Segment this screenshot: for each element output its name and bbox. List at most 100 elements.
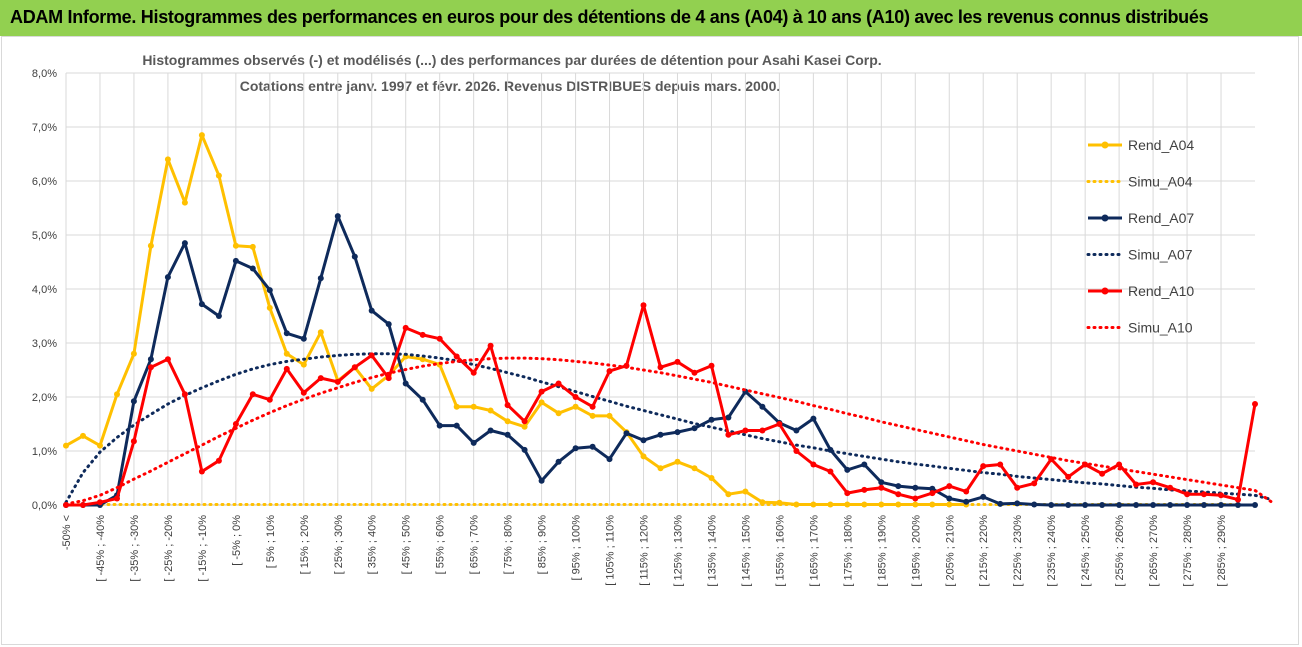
- report-title: ADAM Informe. Histogrammes des performan…: [10, 7, 1209, 27]
- chart-title-line-1: Histogrammes observés (-) et modélisés (…: [142, 52, 881, 68]
- data-point-rend-a10: [80, 502, 86, 508]
- data-point-rend-a07: [368, 307, 375, 314]
- data-point-rend-a07: [164, 274, 171, 281]
- data-point-rend-a04: [300, 361, 307, 368]
- data-point-rend-a07: [1252, 502, 1258, 508]
- data-point-rend-a07: [861, 461, 868, 468]
- data-point-rend-a04: [555, 410, 562, 417]
- data-point-rend-a04: [470, 403, 477, 410]
- data-point-rend-a10: [980, 463, 987, 470]
- data-point-rend-a07: [1150, 502, 1157, 508]
- data-point-rend-a07: [1014, 500, 1021, 507]
- data-point-rend-a10: [1014, 484, 1021, 491]
- data-point-rend-a04: [810, 501, 817, 508]
- data-point-rend-a10: [164, 356, 171, 363]
- data-point-rend-a07: [606, 456, 613, 463]
- data-point-rend-a07: [589, 443, 596, 450]
- series-line-simu-a07: [64, 352, 1274, 504]
- data-point-rend-a07: [300, 335, 307, 342]
- data-point-rend-a07: [283, 330, 290, 337]
- data-point-rend-a07: [504, 431, 511, 438]
- x-tick-label: [ 205% ; 210%: [944, 515, 956, 587]
- data-point-rend-a07: [946, 495, 953, 502]
- legend-label-simu-a04: Simu_A04: [1128, 174, 1193, 190]
- x-tick-label: [ -35% ; -30%: [129, 515, 141, 582]
- data-point-rend-a10: [1218, 492, 1224, 499]
- data-point-rend-a07: [623, 430, 630, 437]
- data-point-rend-a07: [317, 275, 324, 282]
- legend-marker-rend-a07: [1101, 214, 1109, 222]
- data-point-rend-a04: [504, 418, 511, 425]
- data-point-rend-a10: [1252, 401, 1258, 407]
- data-point-rend-a04: [453, 403, 460, 410]
- data-point-rend-a04: [283, 350, 290, 357]
- data-point-rend-a10: [453, 353, 460, 360]
- y-tick-label: 4,0%: [32, 284, 57, 296]
- y-tick-label: 2,0%: [32, 392, 57, 404]
- data-point-rend-a10: [997, 461, 1004, 468]
- data-point-rend-a07: [963, 498, 970, 505]
- x-tick-label: [ 55% ; 60%: [435, 515, 447, 575]
- data-point-rend-a10: [759, 427, 766, 434]
- x-tick-label: [ 275% ; 280%: [1182, 515, 1194, 587]
- data-point-rend-a04: [912, 501, 919, 508]
- data-point-rend-a04: [606, 412, 613, 419]
- data-point-rend-a07: [1065, 502, 1072, 508]
- data-point-rend-a07: [895, 483, 902, 490]
- data-point-rend-a04: [674, 458, 681, 465]
- data-point-rend-a07: [1235, 502, 1241, 508]
- data-point-rend-a10: [232, 421, 239, 427]
- data-point-rend-a07: [1133, 502, 1140, 508]
- x-tick-label: [ 185% ; 190%: [876, 515, 888, 587]
- data-point-rend-a04: [147, 242, 154, 249]
- data-point-rend-a07: [198, 301, 205, 308]
- data-point-rend-a07: [181, 240, 188, 247]
- legend-label-simu-a07: Simu_A07: [1128, 247, 1193, 263]
- data-point-rend-a10: [912, 495, 919, 502]
- data-point-rend-a04: [164, 156, 171, 163]
- x-tick-label: [ 235% ; 240%: [1046, 515, 1058, 587]
- y-tick-label: 6,0%: [32, 176, 57, 188]
- x-tick-label: [ 25% ; 30%: [333, 515, 345, 575]
- x-tick-label: [ -5% ; 0%: [231, 515, 243, 566]
- y-tick-label: 1,0%: [32, 446, 57, 458]
- data-point-rend-a07: [1048, 502, 1055, 508]
- legend-marker-rend-a04: [1101, 141, 1109, 149]
- x-tick-label: [ -15% ; -10%: [197, 515, 209, 582]
- data-point-rend-a04: [691, 465, 698, 472]
- data-point-rend-a07: [232, 257, 239, 264]
- data-point-rend-a10: [266, 396, 273, 403]
- data-point-rend-a10: [589, 403, 596, 410]
- chart-frame: [1, 36, 1299, 645]
- data-point-rend-a10: [1201, 491, 1207, 498]
- data-point-rend-a07: [419, 396, 426, 403]
- data-point-rend-a10: [487, 342, 494, 349]
- data-point-rend-a04: [657, 465, 664, 472]
- data-point-rend-a10: [1099, 470, 1106, 477]
- data-point-rend-a04: [538, 399, 545, 406]
- legend-marker-rend-a10: [1101, 287, 1109, 295]
- legend-label-rend-a07: Rend_A07: [1128, 210, 1194, 226]
- data-point-rend-a07: [997, 500, 1004, 507]
- data-point-rend-a07: [759, 403, 766, 410]
- data-point-rend-a07: [521, 446, 528, 453]
- data-point-rend-a04: [114, 391, 120, 398]
- data-point-rend-a10: [742, 427, 749, 434]
- data-point-rend-a07: [487, 427, 494, 434]
- x-tick-label: [ 115% ; 120%: [639, 515, 651, 586]
- data-point-rend-a04: [895, 501, 902, 508]
- x-tick-label: [ 45% ; 50%: [401, 515, 413, 575]
- x-tick-label: [ 215% ; 220%: [978, 515, 990, 587]
- data-point-rend-a10: [725, 431, 732, 438]
- data-point-rend-a10: [895, 491, 902, 498]
- x-tick-label: [ 175% ; 180%: [842, 515, 854, 587]
- y-tick-label: 8,0%: [32, 68, 57, 80]
- x-tick-label: [ 85% ; 90%: [537, 515, 549, 575]
- data-point-rend-a07: [708, 416, 715, 423]
- data-point-rend-a07: [878, 479, 885, 486]
- data-point-rend-a10: [1235, 496, 1241, 503]
- data-point-rend-a10: [504, 402, 511, 409]
- data-point-rend-a04: [97, 442, 103, 449]
- header-banner: ADAM Informe. Histogrammes des performan…: [0, 0, 1302, 36]
